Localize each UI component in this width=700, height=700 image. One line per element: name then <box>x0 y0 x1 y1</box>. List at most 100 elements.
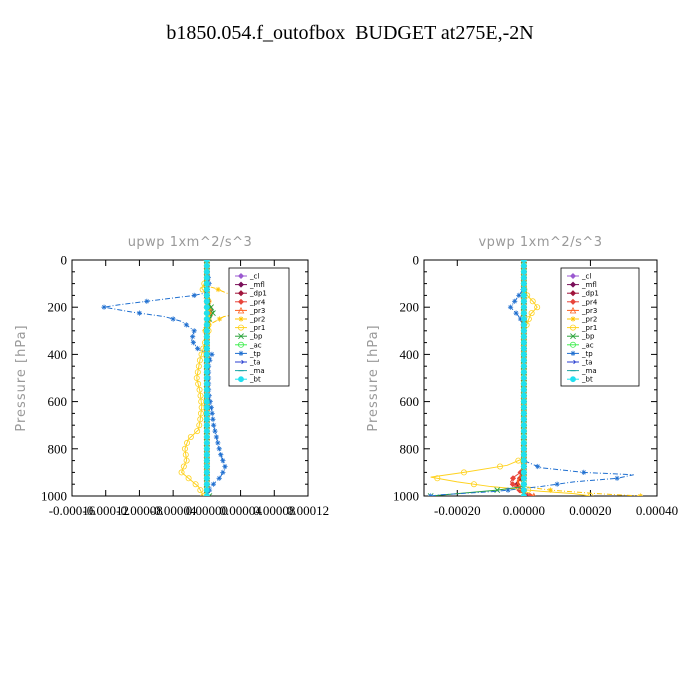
legend-label-ma: _ma <box>581 367 597 375</box>
legend-label-pr4: _pr4 <box>581 298 598 306</box>
series-marker-bt <box>203 392 210 399</box>
legend-marker-mfl <box>237 281 245 288</box>
series-marker-bt <box>203 475 210 482</box>
legend-marker-cl <box>237 272 245 280</box>
series-marker-tp <box>218 452 224 458</box>
series-marker-tp <box>222 463 228 470</box>
legend-marker-pr1 <box>570 324 577 331</box>
series-marker-tp <box>190 340 196 346</box>
series-marker-bt <box>520 398 527 405</box>
series-marker-pr1 <box>178 469 185 476</box>
series-marker-bt <box>520 434 527 440</box>
series-marker-bt <box>520 404 527 411</box>
legend-label-mfl: _mfl <box>581 281 597 289</box>
series-marker-tp <box>513 310 519 316</box>
series-marker-tp <box>211 422 217 428</box>
series-marker-pr1 <box>460 469 467 476</box>
series-marker-pr4 <box>509 481 516 488</box>
series-marker-bt <box>520 363 527 370</box>
legend-label-cl: _cl <box>581 273 591 281</box>
x-tick-label: -0.00008 <box>116 503 163 518</box>
legend-label-mfl: _mfl <box>249 281 265 289</box>
legend-label-pr2: _pr2 <box>249 316 265 324</box>
series-marker-bt <box>203 351 210 358</box>
series-marker-bt <box>520 463 527 470</box>
series-marker-tp <box>581 469 587 475</box>
series-marker-bt <box>203 310 210 316</box>
legend-label-ac: _ac <box>581 341 594 349</box>
legend-label-bt: _bt <box>581 376 593 384</box>
y-tick-label: 0 <box>61 253 68 268</box>
series-marker-bt <box>203 451 210 458</box>
series-marker-bt <box>203 375 210 381</box>
series-marker-bt <box>520 416 527 423</box>
series-marker-bt <box>203 439 210 446</box>
legend-label-pr4: _pr4 <box>249 298 266 306</box>
series-marker-bt <box>203 327 210 334</box>
series-marker-bt <box>520 392 527 399</box>
x-tick-label: 0.00008 <box>253 503 295 518</box>
series-marker-bt <box>203 469 210 476</box>
legend-marker-bp <box>238 333 244 340</box>
legend-marker-tp <box>570 350 576 356</box>
x-tick-label: 0.00012 <box>287 503 329 518</box>
series-marker-bt <box>520 274 527 281</box>
series-marker-pr2 <box>216 316 223 322</box>
chart-panel-1: upwp 1xm^2/s^3 Pressure [hPa] 0 200 400 600 80… <box>14 235 329 518</box>
series-marker-bt <box>203 316 210 322</box>
series-marker-pr1 <box>197 392 204 399</box>
series-marker-pr1 <box>587 493 594 496</box>
y-tick-label: 0 <box>413 253 420 268</box>
series-marker-bt <box>203 292 210 299</box>
legend-marker-bp <box>570 333 576 340</box>
series-marker-bt <box>520 345 527 352</box>
series-marker-bt <box>203 363 210 370</box>
legend-marker-tp <box>238 350 244 356</box>
series-marker-bt <box>203 357 210 364</box>
series-marker-tp <box>213 434 220 440</box>
y-tick-label: 800 <box>400 441 420 456</box>
legend-label-cl: _cl <box>249 273 259 281</box>
series-marker-bt <box>203 280 210 287</box>
legend-marker-pr2 <box>570 316 576 322</box>
y-tick-label: 600 <box>48 394 68 409</box>
series-marker-pr1 <box>193 374 200 381</box>
series-marker-bt <box>203 398 210 405</box>
series-marker-bt <box>520 451 527 458</box>
series-marker-tp <box>220 469 226 475</box>
series-marker-bt <box>520 298 527 305</box>
legend-marker-dp1 <box>237 290 245 297</box>
legend-label-bt: _bt <box>249 376 261 384</box>
series-marker-bt <box>520 327 527 334</box>
series-marker-tp <box>170 316 176 322</box>
series-marker-bt <box>203 404 210 411</box>
series-marker-pr1 <box>195 380 202 387</box>
y-tick-label: 800 <box>48 441 68 456</box>
series-marker-bt <box>203 380 210 387</box>
series-line-bp <box>430 260 525 496</box>
series-marker-tp <box>207 399 213 405</box>
series-marker-pr1 <box>197 410 204 417</box>
legend: _cl_mfl_dp1_pr4_pr3_pr2_pr1_bp_ac_tp_ta_… <box>560 267 640 387</box>
series-marker-bt <box>203 487 210 493</box>
series-marker-bt <box>203 457 210 464</box>
series-marker-bt <box>520 386 527 393</box>
series-marker-tp <box>209 410 215 416</box>
legend-marker-cl <box>569 272 577 280</box>
series-marker-tp <box>554 481 560 487</box>
series-marker-pr1 <box>497 463 504 470</box>
y-tick-label: 1000 <box>393 489 419 504</box>
series-marker-pr1 <box>192 481 199 488</box>
series-marker-bt <box>520 475 527 482</box>
series-marker-tp <box>212 428 218 434</box>
series-marker-bt <box>520 357 527 364</box>
series-marker-bt <box>203 268 210 275</box>
legend-label-dp1: _dp1 <box>249 290 267 298</box>
legend-label-bp: _bp <box>581 333 595 341</box>
legend-box <box>560 267 640 387</box>
panel-title: vpwp 1xm^2/s^3 <box>478 235 602 250</box>
series-marker-bt <box>203 262 210 269</box>
series-marker-bt <box>520 316 527 322</box>
series-marker-bt <box>520 428 527 434</box>
x-tick-label: -0.00012 <box>82 503 129 518</box>
